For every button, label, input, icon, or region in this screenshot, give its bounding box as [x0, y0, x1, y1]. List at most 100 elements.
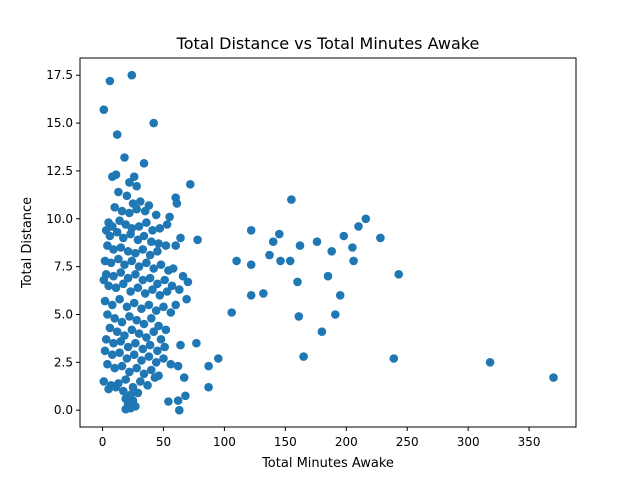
data-point: [111, 170, 121, 179]
data-point: [116, 337, 126, 346]
data-point: [183, 277, 193, 287]
data-point: [155, 291, 165, 300]
data-point: [167, 281, 177, 291]
data-point: [111, 382, 121, 392]
data-point: [193, 235, 202, 245]
data-point: [110, 314, 119, 323]
data-point: [110, 363, 119, 373]
data-point: [109, 245, 118, 254]
data-point: [108, 300, 117, 310]
x-tick-label: 150: [274, 435, 297, 449]
data-point: [132, 204, 141, 214]
data-point: [150, 373, 160, 382]
data-point: [117, 206, 127, 216]
data-point: [104, 281, 113, 291]
x-tick-label: 250: [396, 435, 419, 449]
data-point: [299, 352, 308, 361]
data-point: [131, 338, 140, 348]
data-point: [149, 264, 158, 273]
data-point: [154, 239, 163, 248]
data-point: [161, 241, 171, 250]
data-point: [159, 302, 168, 312]
data-point: [119, 233, 128, 243]
x-tick-label: 0: [99, 435, 107, 449]
y-tick-label: 0.0: [54, 403, 73, 417]
data-point: [99, 275, 109, 285]
data-point: [134, 329, 144, 338]
data-point: [171, 300, 180, 310]
y-axis: 0.0 2.5 5.0 7.5 10.0 12.5 15.0 17.5: [46, 68, 80, 417]
data-point: [227, 308, 236, 317]
data-point: [131, 270, 140, 279]
data-point: [114, 254, 123, 264]
data-point: [132, 363, 141, 373]
data-point: [204, 382, 213, 392]
data-point: [153, 279, 162, 289]
data-point: [143, 381, 152, 390]
data-point: [117, 317, 127, 327]
data-point: [354, 222, 363, 231]
points-layer: [99, 70, 558, 415]
data-point: [172, 199, 182, 208]
data-point: [134, 262, 144, 271]
data-point: [131, 248, 140, 258]
data-point: [192, 338, 201, 348]
x-tick-label: 350: [518, 435, 541, 449]
x-tick-label: 100: [213, 435, 236, 449]
data-point: [101, 335, 111, 344]
data-point: [389, 354, 399, 363]
y-tick-label: 17.5: [46, 68, 73, 82]
data-point: [148, 285, 157, 294]
data-point: [394, 270, 404, 279]
data-point: [156, 260, 166, 270]
data-point: [204, 361, 213, 371]
data-point: [115, 348, 124, 358]
data-point: [145, 250, 155, 260]
data-point: [142, 333, 151, 342]
data-point: [117, 361, 127, 371]
data-point: [105, 76, 115, 86]
y-tick-label: 5.0: [54, 307, 73, 321]
data-point: [139, 369, 149, 379]
data-point: [485, 358, 495, 367]
data-point: [173, 361, 183, 371]
data-point: [149, 327, 158, 337]
data-point: [164, 397, 173, 406]
data-point: [112, 227, 122, 237]
data-point: [295, 241, 305, 250]
data-point: [162, 220, 172, 229]
data-point: [126, 287, 135, 296]
data-point: [103, 310, 112, 319]
data-point: [275, 229, 284, 239]
data-point: [176, 233, 185, 243]
data-point: [133, 388, 143, 398]
data-point: [108, 222, 117, 231]
data-point: [232, 256, 241, 266]
data-point: [99, 105, 109, 114]
data-point: [348, 243, 357, 252]
data-point: [151, 358, 161, 367]
data-point: [151, 306, 161, 315]
data-point: [139, 159, 149, 168]
data-point: [178, 271, 188, 281]
data-point: [122, 354, 132, 363]
data-point: [147, 237, 156, 246]
data-point: [122, 302, 132, 312]
data-point: [148, 226, 157, 235]
data-point: [139, 231, 149, 241]
data-point: [106, 258, 116, 268]
data-point: [142, 258, 151, 268]
data-point: [139, 319, 149, 329]
data-point: [115, 294, 124, 304]
data-point: [149, 118, 158, 128]
data-point: [153, 346, 162, 356]
y-tick-label: 12.5: [46, 164, 73, 178]
data-point: [175, 405, 184, 415]
data-point: [147, 314, 156, 323]
y-tick-label: 10.0: [46, 212, 73, 226]
data-point: [186, 180, 195, 189]
y-tick-label: 2.5: [54, 355, 73, 369]
data-point: [138, 245, 148, 254]
data-point: [123, 273, 133, 283]
